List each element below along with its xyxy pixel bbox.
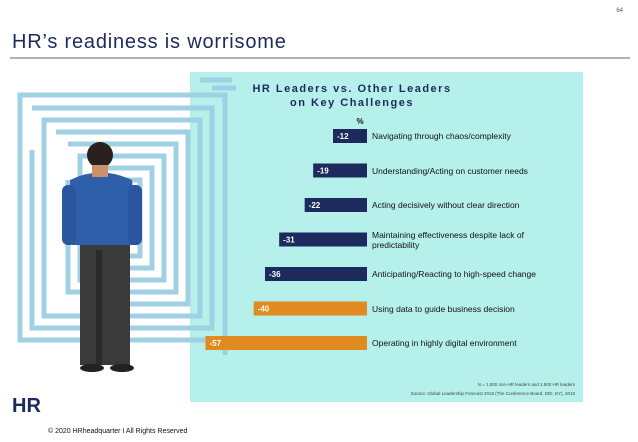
person bbox=[62, 142, 142, 372]
chart-title: HR Leaders vs. Other Leaders bbox=[252, 83, 451, 95]
value-label: -57 bbox=[210, 339, 222, 348]
category-label: Navigating through chaos/complexity bbox=[372, 131, 511, 141]
bar bbox=[205, 336, 367, 350]
category-label: Maintaining effectiveness despite lack o… bbox=[372, 229, 524, 250]
value-label: -31 bbox=[283, 236, 295, 245]
category-label: Anticipating/Reacting to high-speed chan… bbox=[372, 269, 536, 279]
category-label: Operating in highly digital environment bbox=[372, 338, 517, 348]
note: Source: Global Leadership Forecast 2018 … bbox=[411, 391, 576, 396]
note: N = 1,000 non-HR leaders and 2,500 HR le… bbox=[478, 382, 576, 387]
value-label: -19 bbox=[317, 167, 329, 176]
footer: © 2020 HRheadquarter I All Rights Reserv… bbox=[48, 427, 188, 435]
slide-title: HR’s readiness is worrisome bbox=[12, 31, 287, 53]
logo: HR bbox=[12, 395, 41, 417]
unit-label: % bbox=[356, 117, 363, 126]
category-label: Using data to guide business decision bbox=[372, 303, 515, 314]
chart-title: on Key Challenges bbox=[290, 97, 414, 109]
bar bbox=[304, 198, 367, 212]
bar bbox=[265, 267, 367, 281]
category-label: Understanding/Acting on customer needs bbox=[372, 165, 528, 176]
value-label: -12 bbox=[337, 132, 349, 141]
bar bbox=[333, 129, 367, 143]
bar bbox=[279, 232, 367, 247]
category-label: Acting decisively without clear directio… bbox=[372, 200, 520, 210]
value-label: -22 bbox=[309, 201, 321, 210]
page-number: 64 bbox=[616, 8, 623, 14]
value-label: -36 bbox=[269, 270, 281, 279]
bar bbox=[253, 301, 367, 316]
value-label: -40 bbox=[258, 305, 270, 314]
bar bbox=[313, 163, 367, 178]
